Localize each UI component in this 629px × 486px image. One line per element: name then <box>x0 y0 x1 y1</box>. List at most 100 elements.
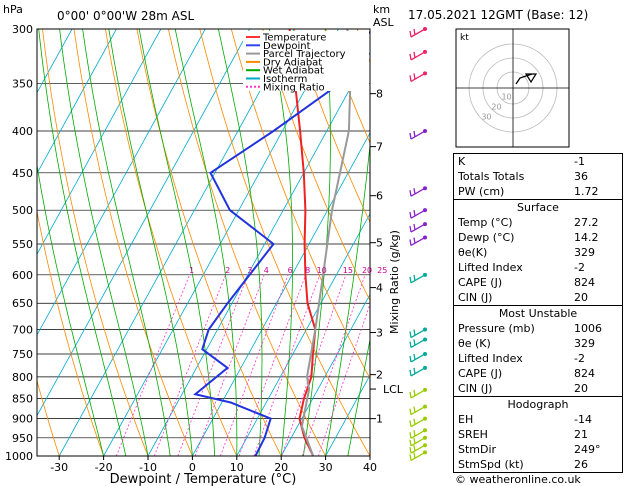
wind-barb <box>410 437 426 447</box>
dry-adiabat <box>293 29 370 224</box>
wind-barb <box>413 223 416 231</box>
hodograph-table-title: Hodograph <box>507 398 569 411</box>
mixing-ratio-line <box>177 274 249 456</box>
index-row: PW (cm) 1.72 <box>454 184 622 199</box>
dry-adiabat <box>37 209 104 456</box>
wind-barb <box>409 276 412 283</box>
wind-barb-dot <box>423 49 427 54</box>
wind-barbs <box>409 27 427 461</box>
hodograph-ring-label: 30 <box>481 113 491 122</box>
isotherm <box>37 29 206 336</box>
wind-barb-dot <box>423 186 427 191</box>
wind-barb <box>413 430 416 437</box>
wind-barb <box>409 439 412 446</box>
y-tick-label: 550 <box>12 238 33 251</box>
index-row: K -1 <box>454 154 622 169</box>
wind-barb <box>410 187 426 197</box>
wind-barb-dot <box>423 27 427 31</box>
wet-adiabat <box>138 29 215 456</box>
most-unstable-row: CIN (J) 20 <box>454 381 622 396</box>
x-tick-label: 10 <box>230 461 244 474</box>
wind-barb-dot <box>423 428 427 433</box>
x-axis-label: Dewpoint / Temperature (°C) <box>110 472 297 486</box>
dry-adiabat <box>105 29 238 456</box>
wind-barb <box>409 239 412 246</box>
wet-adiabat <box>82 29 171 456</box>
wet-adiabat <box>59 29 149 456</box>
mixing-ratio-label: 1 <box>189 266 194 275</box>
wind-barb <box>409 212 412 219</box>
wind-barb <box>413 188 416 195</box>
y-tick-label: 700 <box>12 324 33 337</box>
wet-adiabat <box>174 29 238 456</box>
mixing-ratio-label: 2 <box>225 266 230 275</box>
most-unstable-row: Pressure (mb) 1006 <box>454 321 622 336</box>
dry-adiabat <box>37 379 60 456</box>
wind-barb-dot <box>423 129 427 134</box>
y-tick-label: 650 <box>12 297 33 310</box>
y-tick-label: 450 <box>12 167 33 180</box>
hodograph-stat-value: 249° <box>574 443 601 456</box>
surface-value: 20 <box>574 291 588 304</box>
surface-box: Surface Temp (°C) 27.2 Dewp (°C) 14.2 θe(K) 3… <box>453 200 623 306</box>
wind-barb <box>409 331 412 338</box>
most-unstable-key: CIN (J) <box>458 382 493 395</box>
wind-barb-dot <box>423 327 427 332</box>
hodograph-stat-value: 26 <box>574 458 588 471</box>
wind-barb-dot <box>423 208 427 213</box>
background-lines <box>37 29 370 456</box>
most-unstable-value: 20 <box>574 382 588 395</box>
wind-barb <box>409 420 412 427</box>
wind-barb <box>410 72 426 82</box>
mixing-ratio-line <box>115 274 191 456</box>
surface-row: CAPE (J) 824 <box>454 275 622 290</box>
wind-barb <box>413 51 416 58</box>
axis-ticks: -30 -20 -10 0 10 20 30 40 300 350 400 450 500 550 600 6… <box>5 23 404 474</box>
mixing-ratio-line <box>153 274 226 456</box>
most-unstable-value: -2 <box>574 352 585 365</box>
index-key: K <box>458 155 466 168</box>
wind-barb-dot <box>423 450 427 455</box>
isotherm <box>58 29 295 456</box>
wind-barb <box>409 341 412 348</box>
km-tick-label: LCL <box>383 383 404 396</box>
surface-row: Lifted Index -2 <box>454 260 622 275</box>
index-key: Totals Totals <box>458 170 525 183</box>
most-unstable-title: Most Unstable <box>498 307 578 320</box>
legend-entry: Dry Adiabat <box>263 57 322 68</box>
x-tick-label: 30 <box>319 461 333 474</box>
dry-adiabat <box>199 29 370 456</box>
index-key: PW (cm) <box>458 185 505 198</box>
surface-key: Dewp (°C) <box>458 231 515 244</box>
mixing-ratio-label: 15 <box>343 266 353 275</box>
x-tick-label: -30 <box>50 461 68 474</box>
wind-barb <box>409 53 412 60</box>
datetime-label: 17.05.2021 12GMT (Base: 12) <box>408 8 588 22</box>
surface-row: Temp (°C) 27.2 <box>454 215 622 230</box>
x-tick-label: 0 <box>189 461 196 474</box>
y-tick-label: 950 <box>12 432 33 445</box>
km-tick-label: 7 <box>376 141 383 154</box>
index-row: Totals Totals 36 <box>454 169 622 184</box>
most-unstable-box: Most Unstable Pressure (mb) 1006 θe (K) 329… <box>453 306 623 397</box>
mixing-ratio-line <box>220 274 289 456</box>
wind-barb <box>409 225 412 233</box>
y-tick-label: 750 <box>12 348 33 361</box>
hodograph-stat-value: 21 <box>574 428 588 441</box>
mixing-ratio-label: 4 <box>264 266 269 275</box>
isotherm <box>37 29 73 94</box>
wind-barb-dot <box>423 435 427 440</box>
surface-value: 824 <box>574 276 595 289</box>
surface-row: Dewp (°C) 14.2 <box>454 230 622 245</box>
index-value: 36 <box>574 170 588 183</box>
surface-key: θe(K) <box>458 246 488 259</box>
dry-adiabat <box>42 29 149 456</box>
index-value: -1 <box>574 155 585 168</box>
wind-barb <box>409 369 412 376</box>
y-tick-label: 500 <box>12 204 33 217</box>
wind-barb <box>410 236 426 247</box>
wind-barb <box>413 237 416 244</box>
wind-barb-dot <box>423 337 427 342</box>
km-tick-label: 6 <box>376 190 383 203</box>
